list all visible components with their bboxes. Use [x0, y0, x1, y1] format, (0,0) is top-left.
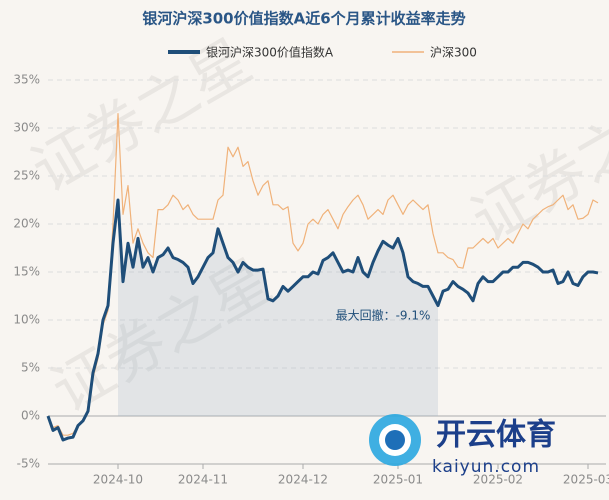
x-tick-label: 2025-03: [563, 473, 609, 487]
y-tick-label: 10%: [13, 313, 40, 327]
y-tick-label: 25%: [13, 169, 40, 183]
x-tick-label: 2025-01: [373, 473, 423, 487]
series-line: [46, 198, 599, 442]
series-line: [47, 113, 599, 436]
logo-url: kaiyun.com: [432, 457, 540, 477]
y-tick-label: 35%: [13, 73, 40, 87]
plot: -5% 0% 5% 10% 15% 20% 25% 30% 35% 2024-10 2024-11 2…: [13, 73, 609, 487]
y-tick-label: 0%: [21, 409, 40, 423]
chart-title: 银河沪深300价值指数A近6个月累计收益率走势: [142, 10, 465, 28]
x-tick-label: 2024-10: [93, 473, 143, 487]
logo-name: 开云体育: [436, 418, 556, 453]
y-tick-label: 20%: [13, 217, 40, 231]
watermark-text: 证券之星: [460, 76, 609, 257]
x-tick-label: 2025-02: [473, 473, 523, 487]
drawdown-area: [118, 200, 438, 416]
y-tick-label: 15%: [13, 265, 40, 279]
x-tick-label: 2024-11: [178, 473, 228, 487]
legend-label: 沪深300: [430, 46, 477, 60]
logo-icon: [385, 430, 405, 450]
y-tick-label: 30%: [13, 121, 40, 135]
logo: 开云体育 kaiyun.com: [369, 414, 556, 477]
annotation: 最大回撤：-9.1%: [336, 308, 431, 323]
y-tick-label: -5%: [17, 457, 40, 471]
x-tick-label: 2024-12: [278, 473, 328, 487]
y-tick-label: 5%: [21, 361, 40, 375]
legend-label: 银河沪深300价值指数A: [206, 45, 334, 60]
